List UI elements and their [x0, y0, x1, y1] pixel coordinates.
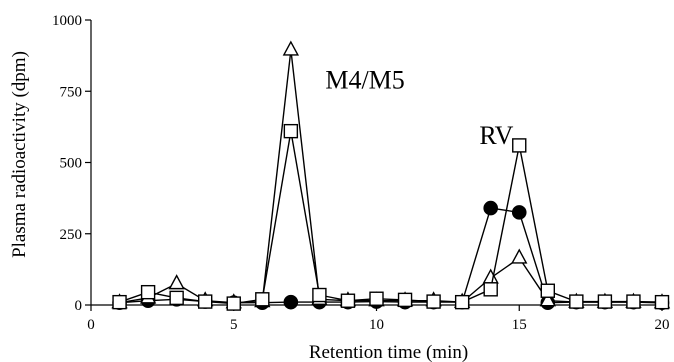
data-point-triangle: [511, 248, 528, 264]
data-point-square: [397, 292, 413, 308]
data-point-square: [197, 294, 213, 309]
data-point-square: [654, 294, 670, 310]
annotation-label: RV: [479, 121, 513, 150]
x-tick-label: 20: [655, 317, 670, 333]
y-tick-label: 750: [60, 84, 83, 100]
data-point-square: [540, 283, 555, 298]
data-point-triangle: [282, 40, 300, 56]
plot-area: M4/M5 RV: [111, 40, 671, 311]
data-point-circle: [511, 205, 527, 220]
data-point-square: [255, 292, 270, 307]
x-axis-title: Retention time (min): [309, 342, 468, 362]
x-tick-label: 15: [512, 317, 527, 333]
data-point-triangle: [168, 274, 185, 290]
data-point-square: [226, 296, 241, 311]
y-tick-label: 0: [75, 298, 83, 314]
data-point-square: [483, 282, 498, 297]
x-tick-label: 0: [87, 317, 95, 333]
data-point-square: [169, 290, 184, 306]
data-point-square: [112, 294, 127, 310]
data-point-triangle: [539, 291, 556, 307]
annotation-label: M4/M5: [325, 65, 404, 94]
data-point-square: [369, 291, 384, 306]
x-tick-label: 10: [369, 317, 384, 333]
data-point-square: [454, 294, 470, 310]
data-point-square: [140, 284, 156, 300]
data-point-triangle: [482, 268, 499, 284]
x-tick-label: 5: [230, 317, 238, 333]
data-point-square: [283, 123, 299, 139]
data-point-square: [597, 294, 613, 309]
data-point-square: [626, 294, 641, 309]
y-tick-label: 250: [60, 227, 83, 243]
data-point-square: [312, 287, 327, 303]
y-axis-title: Plasma radioactivity (dpm): [9, 51, 30, 258]
series-line: [119, 130, 663, 305]
data-point-square: [340, 293, 356, 308]
data-point-square: [569, 294, 584, 309]
data-point-circle: [483, 200, 499, 216]
series-group: [112, 123, 670, 311]
data-point-square: [512, 138, 527, 153]
series-line: [119, 207, 663, 304]
data-point-circle: [283, 294, 299, 310]
series-group: [112, 200, 670, 311]
y-tick-label: 500: [60, 156, 83, 172]
y-tick-label: 1000: [52, 13, 82, 29]
data-point-square: [426, 294, 441, 309]
